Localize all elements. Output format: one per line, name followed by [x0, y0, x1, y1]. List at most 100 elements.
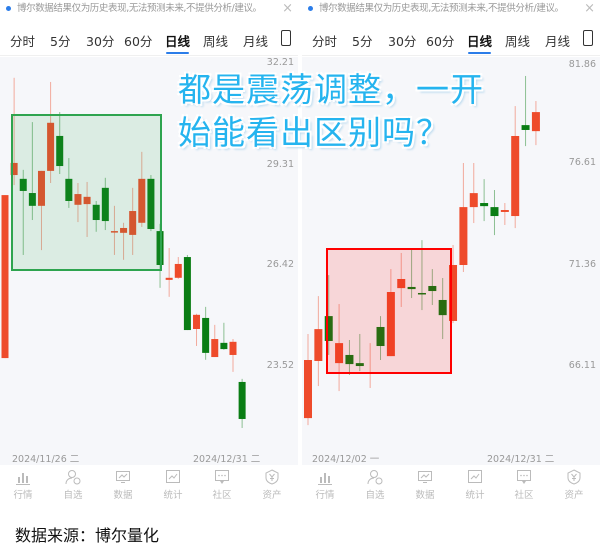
candlestick-chart — [304, 75, 540, 426]
nav-label: 统计 — [465, 490, 485, 501]
period-tabs: 分时 5分 30分 60分 日线 周线 月线 — [302, 24, 600, 56]
nav-label: 资产 — [564, 490, 584, 501]
end-date-label: 2024/12/31 二 — [487, 454, 555, 465]
y-axis-label: 23.52 — [266, 360, 294, 371]
y-axis-label: 81.86 — [568, 59, 596, 70]
nav-assets[interactable]: 资产 — [257, 469, 287, 501]
disclaimer-text: 博尔数据结果仅为历史表现,无法预测未来,不提供分析/建议。 — [17, 3, 262, 14]
tab-5[interactable]: 周线 — [505, 34, 531, 49]
candle-up — [47, 122, 55, 171]
candle-up — [10, 162, 18, 176]
candle-down — [238, 381, 246, 419]
nav-assets[interactable]: 资产 — [559, 469, 589, 501]
disclaimer-text: 博尔数据结果仅为历史表现,无法预测未来,不提供分析/建议。 — [319, 3, 564, 14]
info-dot-icon — [6, 6, 11, 11]
candle-up — [1, 195, 9, 359]
period-tabs: 分时 5分 30分 60分 日线 周线 月线 — [0, 24, 298, 56]
trend-chart-icon — [158, 469, 188, 486]
nav-label: 自选 — [63, 490, 83, 501]
start-date-label: 2024/11/26 二 — [12, 454, 80, 465]
close-icon[interactable]: × — [584, 1, 595, 16]
candle-up — [397, 278, 406, 289]
nav-market[interactable]: 行情 — [8, 469, 38, 501]
candle-up — [211, 339, 219, 358]
tab-0[interactable]: 分时 — [10, 34, 36, 49]
tab-1[interactable]: 5分 — [50, 34, 71, 49]
start-date-label: 2024/12/02 一 — [312, 454, 380, 465]
nav-data[interactable]: 数据 — [108, 469, 138, 501]
disclaimer-bar: 博尔数据结果仅为历史表现,无法预测未来,不提供分析/建议。 × — [0, 0, 298, 20]
candle-down — [345, 354, 354, 365]
chat-icon — [207, 469, 237, 486]
tab-5[interactable]: 周线 — [203, 34, 229, 49]
bottom-nav: 行情 自选 数据 统计 社区 资产 — [0, 465, 298, 505]
candle-up — [304, 360, 312, 419]
y-axis-label: 32.21 — [266, 57, 294, 68]
candle-up — [37, 170, 45, 206]
tab-3[interactable]: 60分 — [426, 34, 455, 49]
candle-up — [129, 211, 137, 235]
tab-3[interactable]: 60分 — [124, 34, 153, 49]
y-axis-label: 71.36 — [568, 259, 596, 270]
candle-down — [220, 342, 228, 350]
tab-6[interactable]: 月线 — [545, 34, 571, 49]
trend-chart-icon — [460, 469, 490, 486]
tab-4[interactable]: 日线 — [165, 31, 190, 54]
chat-icon — [509, 469, 539, 486]
overlay-title-line-2: 始能看出区别吗？ — [178, 113, 450, 152]
overlay-title-line-1: 都是震荡调整，一开 — [178, 70, 484, 109]
nav-label: 社区 — [212, 490, 232, 501]
candle-up — [174, 263, 182, 278]
nav-stats[interactable]: 统计 — [460, 469, 490, 501]
kline-panel-1: 博尔数据结果仅为历史表现,无法预测未来,不提供分析/建议。 × 分时 5分 30分 60分… — [0, 0, 298, 506]
highlight-box-green — [11, 114, 162, 271]
tab-6[interactable]: 月线 — [243, 34, 269, 49]
yen-shield-icon — [559, 469, 589, 486]
nav-label: 资产 — [262, 490, 282, 501]
candle-down — [202, 317, 210, 353]
kline-panel-2: 博尔数据结果仅为历史表现,无法预测未来,不提供分析/建议。 × 分时 5分 30分 60分… — [302, 0, 600, 506]
nav-stats[interactable]: 统计 — [158, 469, 188, 501]
nav-community[interactable]: 社区 — [207, 469, 237, 501]
candle-down — [19, 178, 27, 191]
nav-watchlist[interactable]: 自选 — [360, 469, 390, 501]
y-axis-label: 76.61 — [568, 157, 596, 168]
nav-market[interactable]: 行情 — [310, 469, 340, 501]
nav-label: 行情 — [315, 490, 335, 501]
info-dot-icon — [308, 6, 313, 11]
candle-up — [193, 314, 201, 330]
bar-chart-icon — [310, 469, 340, 486]
candle-up — [335, 343, 344, 364]
candle-up — [314, 329, 323, 361]
candle-down — [490, 207, 499, 217]
tab-0[interactable]: 分时 — [312, 34, 338, 49]
candle-up — [110, 231, 118, 233]
y-axis-label: 66.11 — [568, 360, 596, 371]
y-axis-label: 29.31 — [266, 159, 294, 170]
nav-community[interactable]: 社区 — [509, 469, 539, 501]
candle-up — [511, 135, 520, 217]
close-icon[interactable]: × — [282, 1, 293, 16]
tab-2[interactable]: 30分 — [388, 34, 417, 49]
tab-1[interactable]: 5分 — [352, 34, 373, 49]
disclaimer-bar: 博尔数据结果仅为历史表现,无法预测未来,不提供分析/建议。 × — [302, 0, 600, 20]
nav-data[interactable]: 数据 — [410, 469, 440, 501]
rotate-screen-icon[interactable] — [583, 30, 593, 46]
candle-down — [355, 363, 364, 367]
candle-down — [147, 178, 155, 230]
tab-2[interactable]: 30分 — [86, 34, 115, 49]
candle-down — [65, 178, 73, 201]
tab-4[interactable]: 日线 — [467, 31, 492, 54]
candle-down — [407, 286, 416, 290]
candle-up — [531, 112, 540, 132]
nav-label: 行情 — [13, 490, 33, 501]
monitor-chart-icon — [108, 469, 138, 486]
candle-down — [101, 187, 109, 222]
candle-down — [376, 326, 385, 347]
nav-label: 数据 — [415, 490, 435, 501]
candle-down — [521, 125, 530, 130]
yen-shield-icon — [257, 469, 287, 486]
y-axis-label: 26.42 — [266, 259, 294, 270]
nav-watchlist[interactable]: 自选 — [58, 469, 88, 501]
rotate-screen-icon[interactable] — [281, 30, 291, 46]
